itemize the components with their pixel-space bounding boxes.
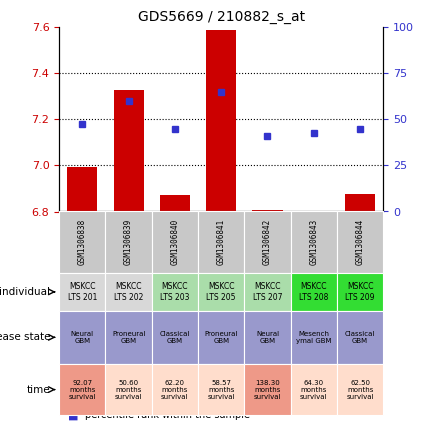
Text: MSKCC
LTS 208: MSKCC LTS 208 bbox=[299, 282, 328, 302]
Text: ■: ■ bbox=[68, 402, 78, 412]
Text: Classical
GBM: Classical GBM bbox=[160, 331, 190, 344]
Text: 64.30
months
survival: 64.30 months survival bbox=[300, 379, 328, 400]
Text: 62.20
months
survival: 62.20 months survival bbox=[161, 379, 189, 400]
Text: Proneural
GBM: Proneural GBM bbox=[205, 331, 238, 344]
Text: GSM1306844: GSM1306844 bbox=[356, 219, 364, 265]
Text: Mesench
ymal GBM: Mesench ymal GBM bbox=[296, 331, 332, 344]
Text: Proneural
GBM: Proneural GBM bbox=[112, 331, 145, 344]
Text: MSKCC
LTS 209: MSKCC LTS 209 bbox=[345, 282, 375, 302]
Bar bbox=[345, 194, 375, 212]
Text: 138.30
months
survival: 138.30 months survival bbox=[254, 379, 281, 400]
Text: GSM1306839: GSM1306839 bbox=[124, 219, 133, 265]
Text: GSM1306841: GSM1306841 bbox=[217, 219, 226, 265]
Bar bbox=[206, 30, 236, 212]
Text: individual: individual bbox=[0, 287, 50, 297]
Text: Neural
GBM: Neural GBM bbox=[256, 331, 279, 344]
Text: MSKCC
LTS 201: MSKCC LTS 201 bbox=[67, 282, 97, 302]
Text: 58.57
months
survival: 58.57 months survival bbox=[208, 379, 235, 400]
Bar bbox=[160, 195, 190, 212]
Text: ■: ■ bbox=[68, 410, 78, 420]
Bar bbox=[299, 211, 329, 212]
Text: 62.50
months
survival: 62.50 months survival bbox=[346, 379, 374, 400]
Text: 50.60
months
survival: 50.60 months survival bbox=[115, 379, 142, 400]
Text: MSKCC
LTS 202: MSKCC LTS 202 bbox=[114, 282, 143, 302]
Text: GSM1306842: GSM1306842 bbox=[263, 219, 272, 265]
Text: percentile rank within the sample: percentile rank within the sample bbox=[85, 410, 251, 420]
Text: time: time bbox=[27, 385, 50, 395]
Title: GDS5669 / 210882_s_at: GDS5669 / 210882_s_at bbox=[138, 10, 305, 24]
Text: MSKCC
LTS 203: MSKCC LTS 203 bbox=[160, 282, 190, 302]
Text: GSM1306838: GSM1306838 bbox=[78, 219, 87, 265]
Text: Neural
GBM: Neural GBM bbox=[71, 331, 94, 344]
Bar bbox=[252, 210, 283, 212]
Text: MSKCC
LTS 207: MSKCC LTS 207 bbox=[253, 282, 282, 302]
Bar bbox=[113, 90, 144, 212]
Text: GSM1306840: GSM1306840 bbox=[170, 219, 180, 265]
Text: transformed count: transformed count bbox=[85, 402, 176, 412]
Text: Classical
GBM: Classical GBM bbox=[345, 331, 375, 344]
Text: 92.07
months
survival: 92.07 months survival bbox=[68, 379, 96, 400]
Text: MSKCC
LTS 205: MSKCC LTS 205 bbox=[206, 282, 236, 302]
Text: GSM1306843: GSM1306843 bbox=[309, 219, 318, 265]
Bar bbox=[67, 167, 97, 212]
Text: disease state: disease state bbox=[0, 332, 50, 342]
